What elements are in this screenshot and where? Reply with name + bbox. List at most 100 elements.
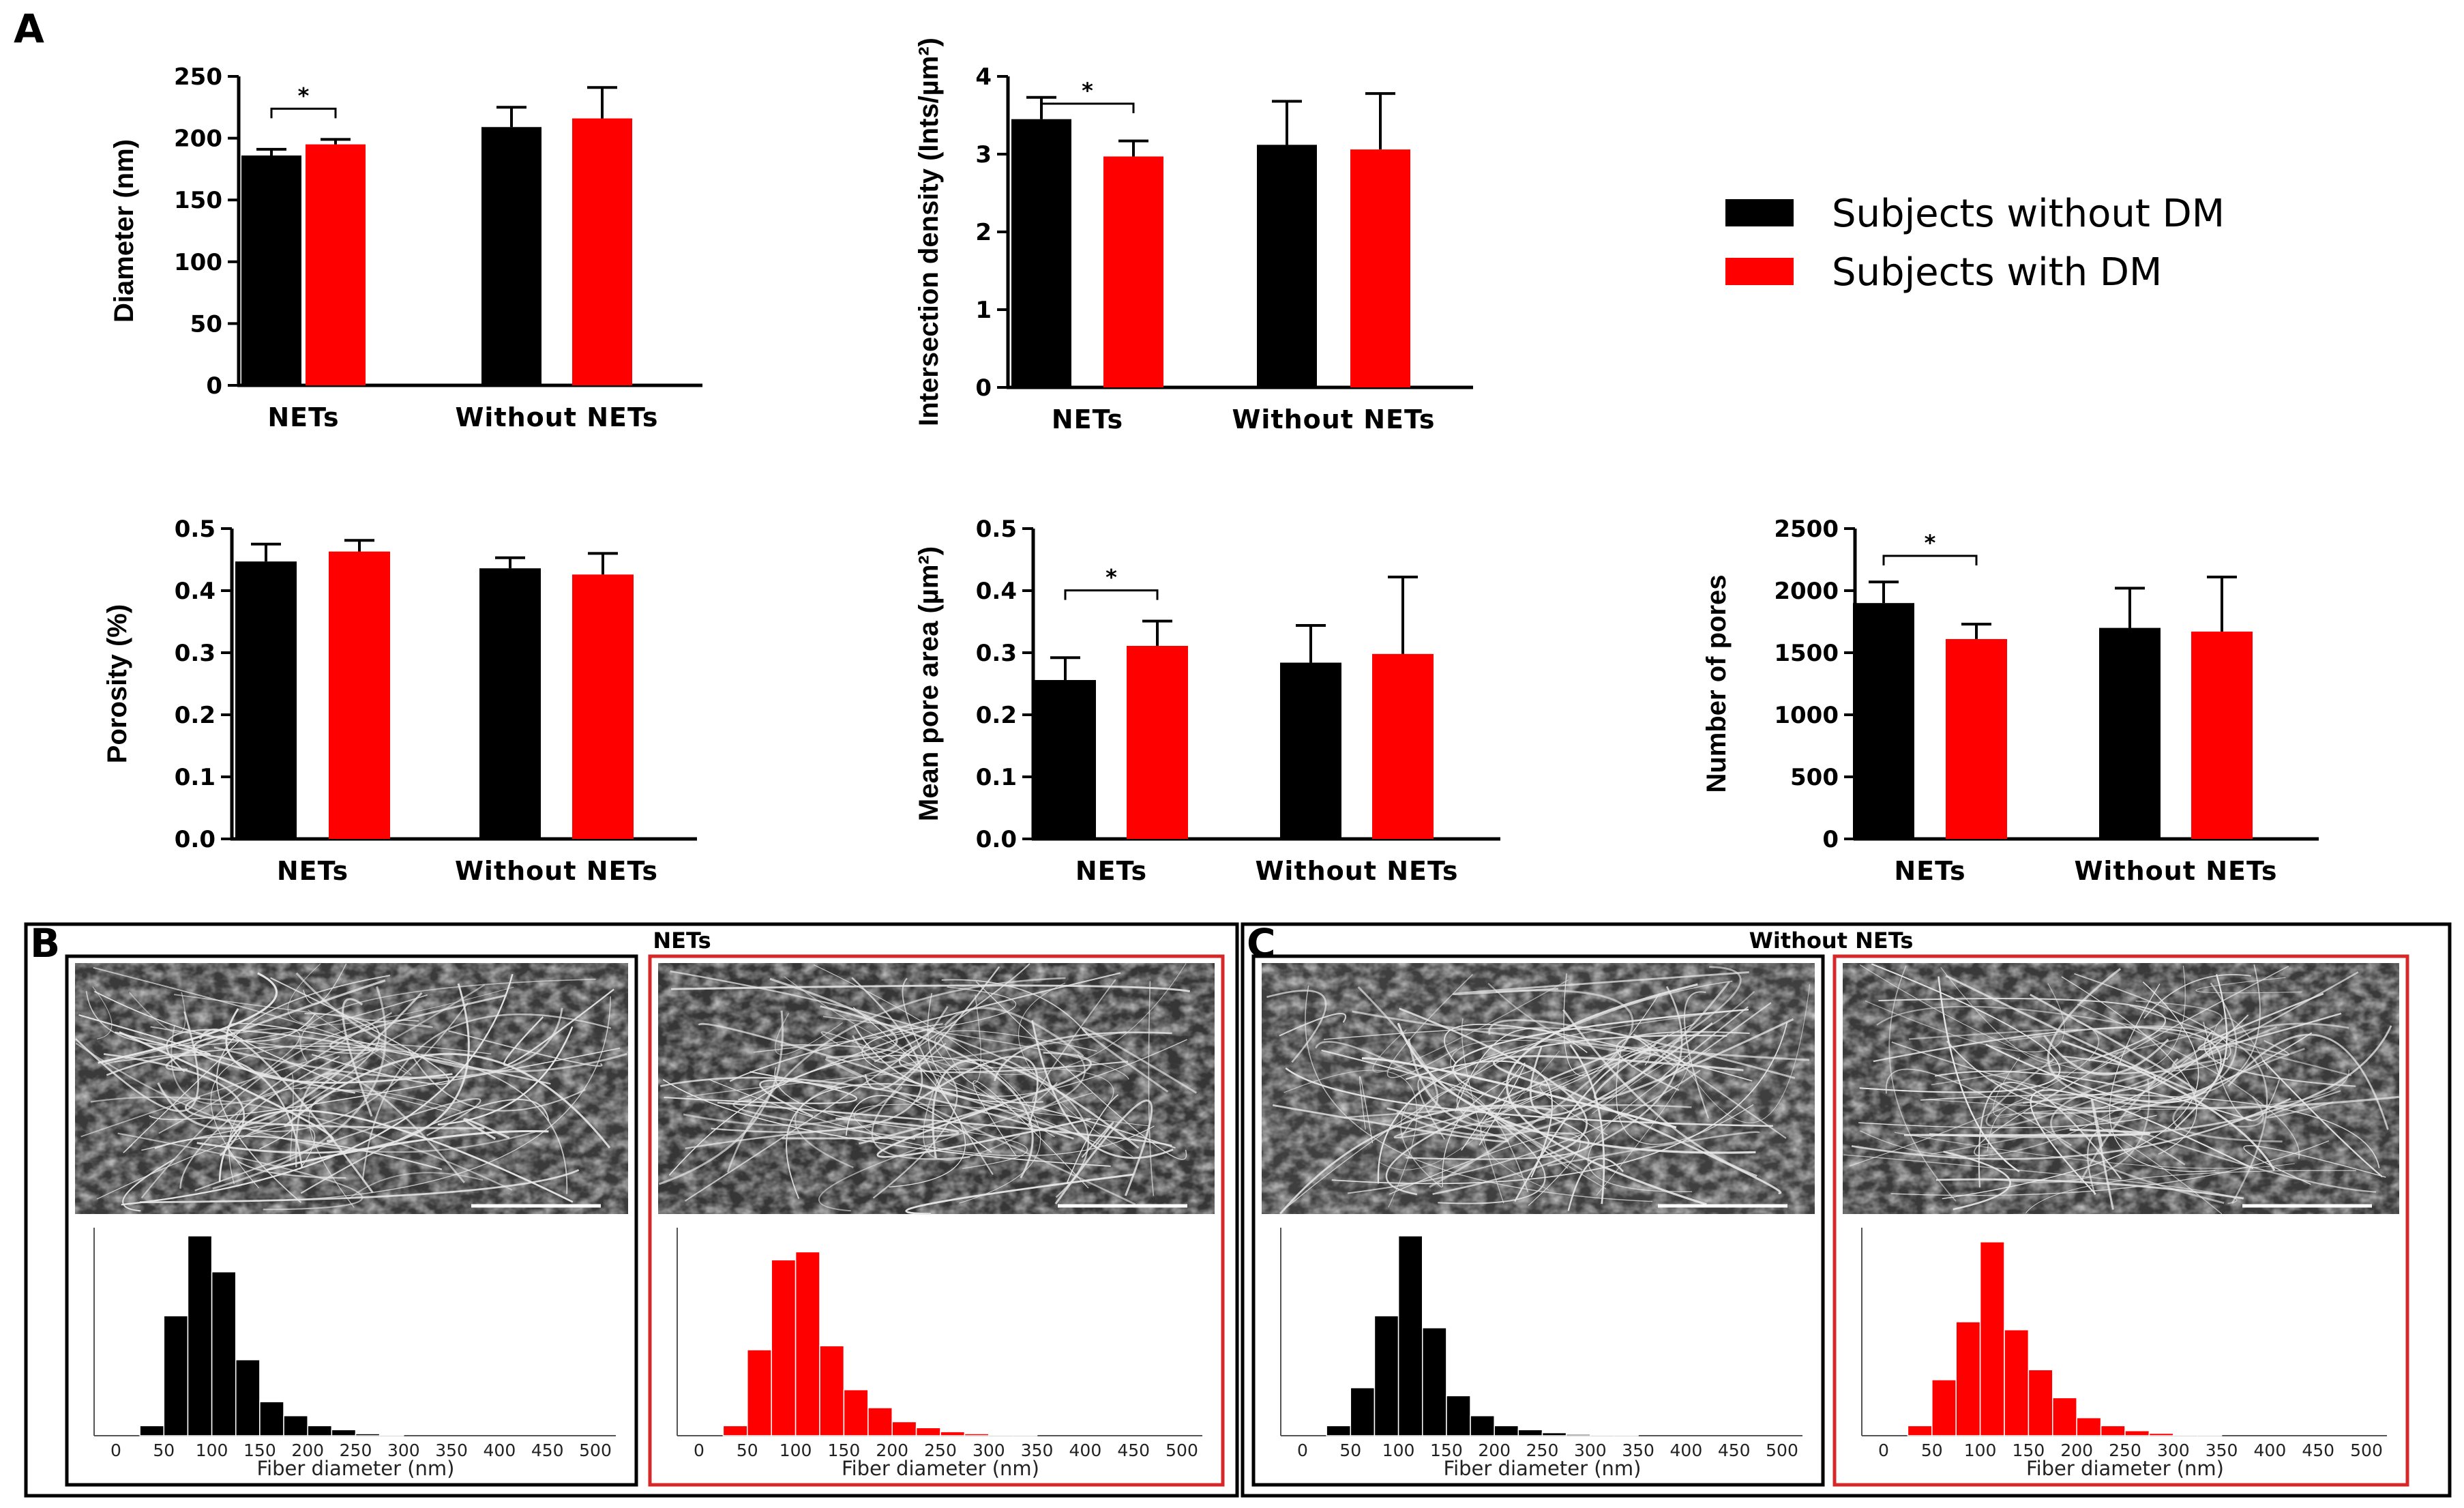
y-tick-label: 0.0 (976, 826, 1017, 853)
histogram-x-tick-label: 500 (2350, 1440, 2383, 1460)
category-label: NETs (1894, 856, 1965, 886)
bar-chart-4: 0.0 0.1 0.2 0.3 0.4 0.5 Mean pore area (µm²) NE… (914, 516, 1500, 886)
y-tick-label: 4 (975, 63, 992, 91)
y-tick-label: 0.2 (976, 702, 1017, 729)
significance-bracket (270, 107, 337, 119)
bar-without-dm-without-nets (481, 127, 541, 386)
panel-c-frame (1241, 922, 2452, 1498)
legend: Subjects without DM Subjects with DM (1725, 192, 2225, 295)
y-tick-label: 1000 (1774, 702, 1839, 729)
bar-with-dm-nets (1127, 645, 1188, 839)
y-tick-label: 150 (174, 187, 222, 214)
histogram-x-tick-label: 200 (291, 1440, 324, 1460)
histogram-bin (163, 1315, 189, 1436)
histogram-bin (1541, 1432, 1567, 1436)
fiber-diameter-panel-4: 0 50 100 150 200 250 300 350 400 450 500 Fiber diam… (1832, 954, 2409, 1487)
y-tick-label: 0.3 (976, 640, 1017, 667)
histogram-bin (1326, 1425, 1352, 1436)
category-label: Without NETs (455, 856, 658, 886)
histogram-x-tick-label: 50 (737, 1440, 758, 1460)
y-tick-label: 0.4 (976, 578, 1017, 605)
histogram-bin (1517, 1429, 1543, 1436)
bar-without-dm-nets (1853, 603, 1914, 839)
histogram-bin (2100, 1425, 2126, 1436)
y-tick-label: 0.2 (175, 702, 216, 729)
bar-with-dm-nets (1103, 156, 1163, 388)
histogram-x-tick-label: 0 (110, 1440, 121, 1460)
legend-swatch-with-dm (1725, 258, 1794, 285)
histogram-bin (1979, 1241, 2005, 1436)
histogram-x-tick-label: 300 (387, 1440, 420, 1460)
bar-without-dm-without-nets (1280, 662, 1341, 839)
histogram-x-tick-label: 250 (340, 1440, 372, 1460)
y-tick-label: 250 (174, 63, 222, 91)
histogram-bin (355, 1433, 381, 1436)
y-tick-label: 500 (1790, 764, 1839, 791)
histogram-x-tick-label: 350 (1021, 1440, 1054, 1460)
histogram-x-tick-label: 150 (2013, 1440, 2045, 1460)
y-axis-label: Number of pores (1702, 574, 1732, 793)
histogram-bin (1397, 1235, 1423, 1436)
histogram-x-tick-label: 0 (1297, 1440, 1308, 1460)
significance-marker: * (1925, 530, 1936, 556)
y-tick-label: 50 (190, 310, 222, 338)
histogram-x-axis-label: Fiber diameter (nm) (2026, 1457, 2224, 1480)
significance-bracket (1064, 589, 1159, 600)
bar-with-dm-without-nets (1350, 149, 1410, 387)
histogram-x-tick-label: 100 (1964, 1440, 1997, 1460)
histogram-x-tick-label: 0 (1878, 1440, 1889, 1460)
histogram-x-tick-label: 450 (531, 1440, 564, 1460)
histogram-bin (1012, 1434, 1038, 1436)
histogram-x-tick-label: 450 (1718, 1440, 1751, 1460)
histogram-x-tick-label: 350 (435, 1440, 468, 1460)
y-axis-label: Porosity (%) (102, 604, 132, 763)
sem-micrograph (658, 962, 1215, 1215)
histogram-bin (795, 1251, 820, 1436)
histogram-x-tick-label: 0 (694, 1440, 704, 1460)
bar-without-dm-without-nets (1257, 145, 1317, 387)
bar-without-dm-without-nets (479, 568, 541, 839)
histogram-bin (283, 1415, 308, 1436)
histogram-x-tick-label: 400 (1670, 1440, 1703, 1460)
y-tick-label: 2000 (1774, 578, 1839, 605)
bar-chart-5: 0 500 1000 1500 2000 2500 Number of pores NETs W… (1702, 516, 2319, 886)
significance-bracket (1040, 102, 1135, 113)
y-tick-label: 0.3 (175, 640, 216, 667)
bar-without-dm-without-nets (2099, 627, 2161, 839)
y-tick-label: 100 (174, 249, 222, 276)
bar-with-dm-nets (306, 144, 366, 385)
histogram-bin (891, 1421, 917, 1436)
sem-micrograph (1843, 963, 2400, 1215)
panel-b-frame (24, 922, 1239, 1498)
histogram-bin (2076, 1417, 2102, 1436)
histogram-x-tick-label: 100 (196, 1440, 228, 1460)
category-label: NETs (267, 402, 339, 432)
fiber-diameter-panel-2: 0 50 100 150 200 250 300 350 400 450 500 Fiber diam… (648, 954, 1225, 1487)
histogram-x-tick-label: 150 (243, 1440, 276, 1460)
histogram-bin (1374, 1315, 1399, 1436)
significance-marker: * (298, 83, 310, 108)
y-tick-label: 0 (206, 372, 222, 400)
histogram-x-tick-label: 200 (2060, 1440, 2093, 1460)
category-label: NETs (1052, 404, 1123, 434)
y-tick-label: 200 (174, 125, 222, 153)
histogram-bin (915, 1427, 941, 1436)
histogram-bin (1470, 1415, 1495, 1436)
bar-chart-1: 0 50 100 150 200 250 Diameter (nm) NETs Without … (109, 63, 702, 432)
histogram-x-tick-label: 300 (2157, 1440, 2190, 1460)
histogram-x-tick-label: 250 (924, 1440, 957, 1460)
histogram-bin (2052, 1397, 2077, 1436)
histogram-x-tick-label: 200 (1478, 1440, 1511, 1460)
histogram-bin (2148, 1432, 2174, 1436)
y-axis-label: Mean pore area (µm²) (914, 546, 944, 821)
histogram-x-tick-label: 300 (1574, 1440, 1607, 1460)
histogram-bin (1590, 1434, 1615, 1436)
bar-with-dm-without-nets (1372, 653, 1434, 839)
histogram-bin (1422, 1327, 1447, 1436)
histogram-bin (331, 1429, 357, 1436)
category-label: Without NETs (2075, 856, 2278, 886)
histogram-bin (843, 1389, 869, 1436)
histogram-bin (2004, 1329, 2030, 1436)
y-tick-label: 0.0 (175, 826, 216, 853)
